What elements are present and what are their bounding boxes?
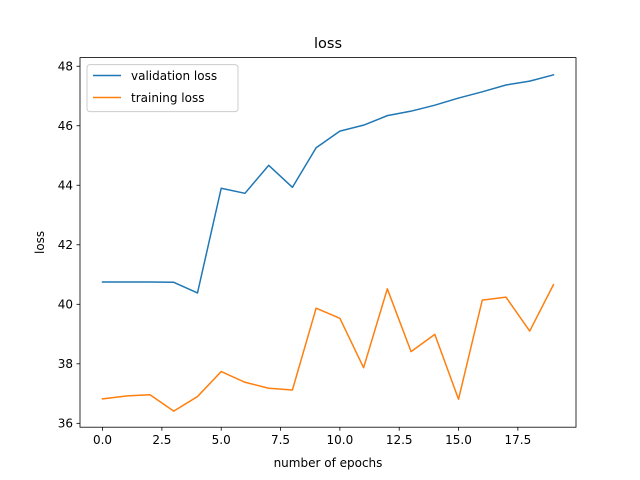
y-tick-label: 48 [58, 60, 73, 74]
plot-area: 0.0 2.5 5.0 7.5 10.0 12.5 15.0 17.5 36 38 40 42 44 4… [58, 57, 577, 447]
y-tick-label: 38 [58, 357, 73, 371]
x-axis: 0.0 2.5 5.0 7.5 10.0 12.5 15.0 17.5 [93, 427, 531, 447]
series-layer [101, 73, 555, 412]
x-tick-label: 0.0 [93, 433, 112, 447]
y-tick-label: 36 [58, 417, 73, 431]
x-tick-label: 7.5 [271, 433, 290, 447]
training-loss-line [101, 283, 555, 412]
x-tick-label: 5.0 [212, 433, 231, 447]
x-tick-label: 12.5 [386, 433, 413, 447]
y-tick-label: 44 [58, 179, 73, 193]
x-tick-label: 17.5 [504, 433, 531, 447]
legend-label-validation-loss: validation loss [131, 69, 217, 83]
x-tick-label: 10.0 [327, 433, 354, 447]
y-axis: 36 38 40 42 44 46 48 [58, 60, 80, 431]
axes-frame [79, 57, 577, 428]
validation-loss-line [101, 73, 555, 294]
y-tick-label: 40 [58, 298, 73, 312]
x-tick-label: 15.0 [445, 433, 472, 447]
legend-box [86, 64, 239, 113]
x-tick-label: 2.5 [152, 433, 171, 447]
x-axis-label: number of epochs [274, 456, 383, 470]
y-tick-label: 42 [58, 238, 73, 252]
y-axis-label: loss [33, 231, 47, 254]
chart-title: loss [314, 36, 342, 52]
y-tick-label: 46 [58, 119, 73, 133]
legend: validation loss training loss [86, 64, 239, 113]
legend-label-training-loss: training loss [131, 91, 204, 105]
